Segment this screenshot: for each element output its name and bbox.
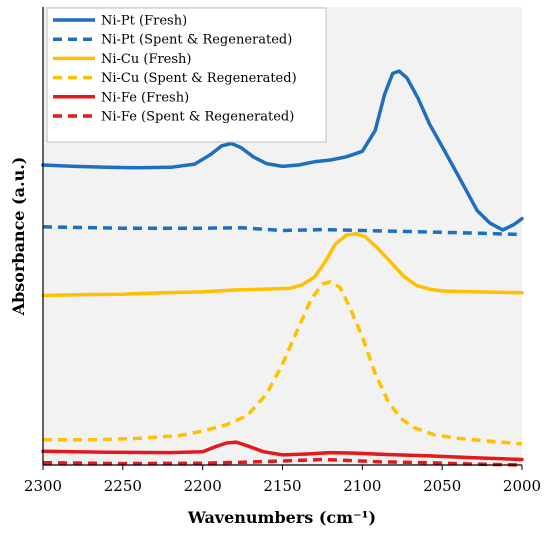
y-axis-title: Absorbance (a.u.) <box>9 157 28 317</box>
legend-label: Ni-Pt (Spent & Regenerated) <box>101 33 292 48</box>
legend-items: Ni-Pt (Fresh) Ni-Pt (Spent & Regenerated)… <box>53 14 297 125</box>
x-tick-label: 2300 <box>24 477 62 495</box>
series-layer <box>41 69 524 467</box>
legend-entry: Ni-Cu (Spent & Regenerated) <box>53 71 297 86</box>
series-line-4 <box>43 280 523 446</box>
series-line-5 <box>41 440 524 462</box>
legend-label: Ni-Cu (Fresh) <box>101 52 192 67</box>
x-tick-label: 2250 <box>104 477 142 495</box>
legend: Ni-Pt (Fresh) Ni-Pt (Spent & Regenerated)… <box>46 7 327 143</box>
legend-label: Ni-Cu (Spent & Regenerated) <box>101 71 297 86</box>
x-tick-label: 2200 <box>184 477 222 495</box>
x-tick-label: 2050 <box>423 477 461 495</box>
x-tick-label: 2100 <box>343 477 381 495</box>
x-ticks: 2300 2250 2200 2150 2100 2050 2000 <box>24 465 541 495</box>
x-tick-label: 2150 <box>263 477 301 495</box>
legend-entry: Ni-Cu (Fresh) <box>53 52 192 67</box>
legend-label: Ni-Fe (Fresh) <box>101 90 189 105</box>
legend-entry: Ni-Pt (Spent & Regenerated) <box>53 33 292 48</box>
legend-entry: Ni-Fe (Spent & Regenerated) <box>53 110 294 125</box>
legend-label: Ni-Fe (Spent & Regenerated) <box>101 110 294 125</box>
x-tick-label: 2000 <box>503 477 541 495</box>
legend-entry: Ni-Fe (Fresh) <box>53 90 189 105</box>
series-line-1 <box>41 69 524 232</box>
series-line-2 <box>42 225 523 237</box>
legend-box <box>46 7 327 143</box>
legend-label: Ni-Pt (Fresh) <box>101 14 187 29</box>
legend-entry: Ni-Pt (Fresh) <box>53 14 187 29</box>
series-line-3 <box>41 231 524 298</box>
x-axis-title: Wavenumbers (cm⁻¹) <box>187 508 376 527</box>
